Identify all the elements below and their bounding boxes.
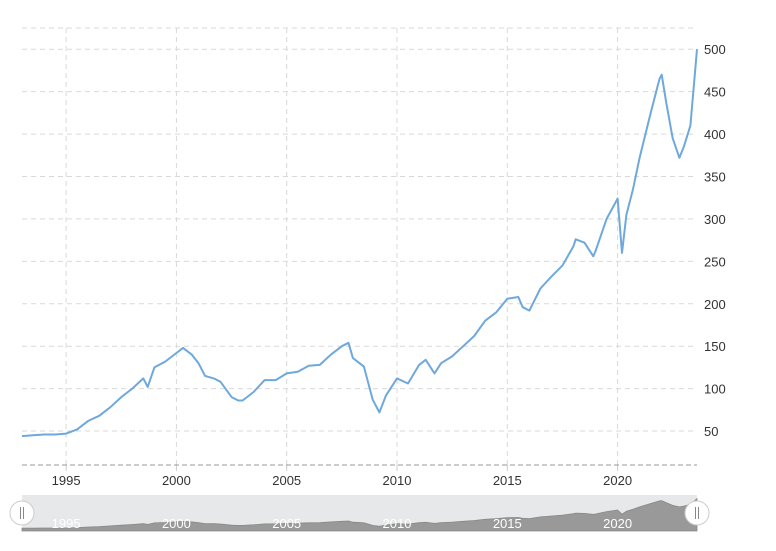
navigator-tick-label: 2020 xyxy=(603,516,632,531)
navigator-series-area xyxy=(21,497,698,532)
x-tick-label: 2005 xyxy=(272,473,301,488)
y-tick-label: 250 xyxy=(704,254,726,269)
handle-circle[interactable] xyxy=(9,500,35,526)
y-tick-label: 200 xyxy=(704,297,726,312)
x-tick-label: 2020 xyxy=(603,473,632,488)
plot-area xyxy=(21,49,698,438)
navigator-tick-label: 2010 xyxy=(383,516,412,531)
y-tick-label: 400 xyxy=(704,127,726,142)
x-tick-label: 2010 xyxy=(383,473,412,488)
series-line xyxy=(21,49,698,438)
x-tick-label: 1995 xyxy=(52,473,81,488)
navigator-right-handle[interactable] xyxy=(684,500,710,526)
y-tick-label: 350 xyxy=(704,169,726,184)
x-tick-label: 2000 xyxy=(162,473,191,488)
range-navigator[interactable]: 1995 2000 2005 2010 2015 2020 xyxy=(9,495,710,532)
y-tick-label: 50 xyxy=(704,424,718,439)
x-axis: 1995 2000 2005 2010 2015 2020 xyxy=(22,464,697,488)
y-tick-label: 450 xyxy=(704,85,726,100)
navigator-tick-label: 2000 xyxy=(162,516,191,531)
x-tick-label: 2015 xyxy=(493,473,522,488)
navigator-tick-label: 2015 xyxy=(493,516,522,531)
y-tick-label: 300 xyxy=(704,212,726,227)
navigator-left-handle[interactable] xyxy=(9,500,35,526)
navigator-tick-label: 1995 xyxy=(52,516,81,531)
y-axis: 50 100 150 200 250 300 350 400 450 500 xyxy=(704,42,726,439)
handle-circle[interactable] xyxy=(684,500,710,526)
y-tick-label: 100 xyxy=(704,382,726,397)
y-tick-label: 150 xyxy=(704,339,726,354)
y-tick-label: 500 xyxy=(704,42,726,57)
navigator-tick-label: 2005 xyxy=(272,516,301,531)
grid-lines xyxy=(22,27,697,465)
